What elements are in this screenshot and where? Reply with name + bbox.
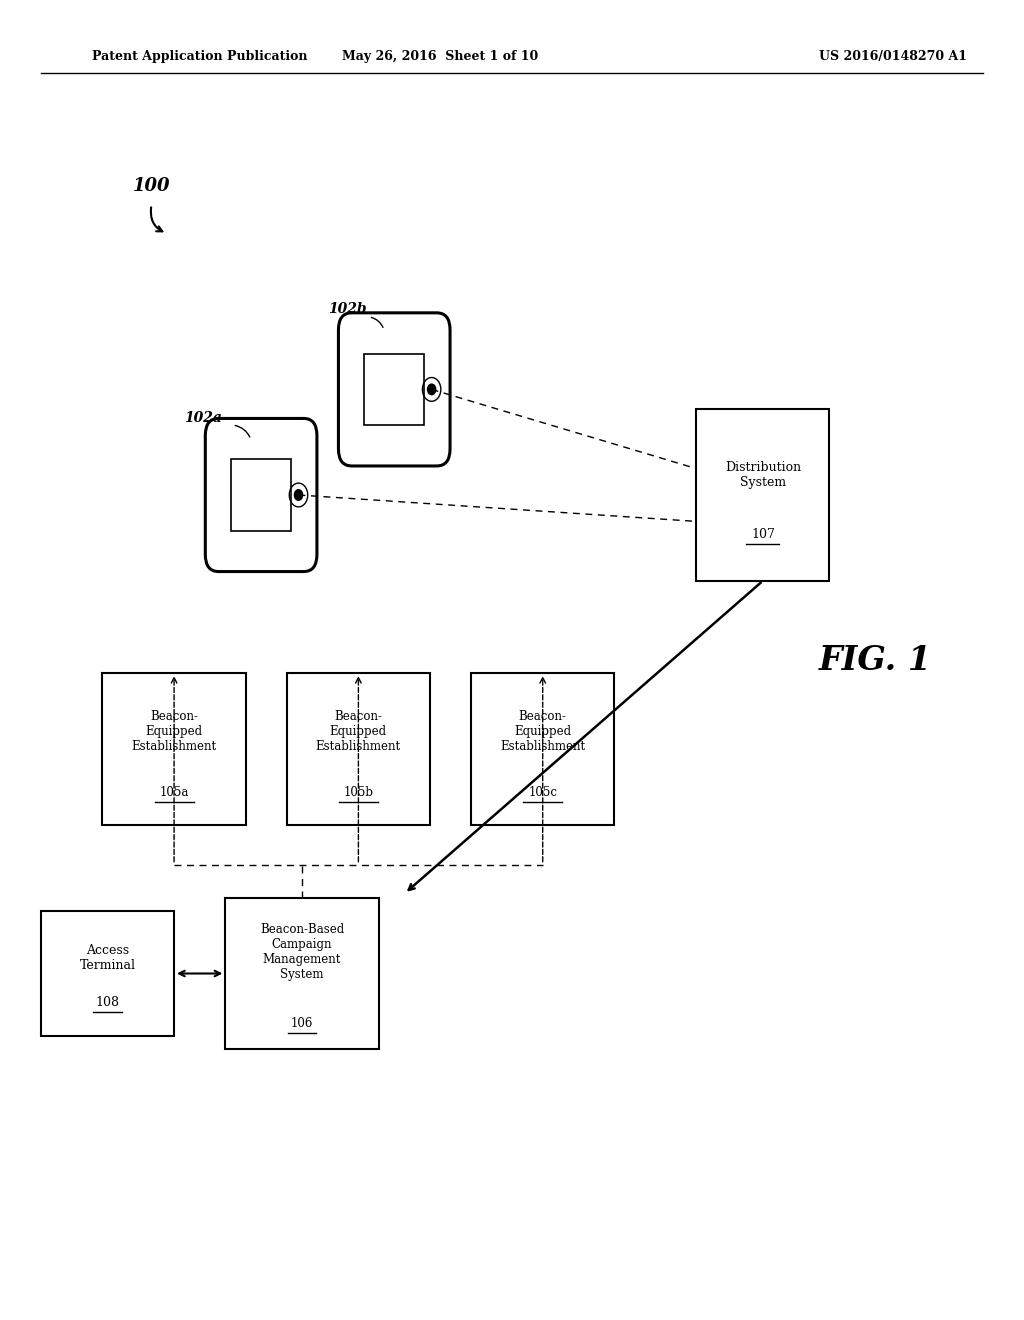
- Text: Beacon-Based
Campaign
Management
System: Beacon-Based Campaign Management System: [260, 924, 344, 981]
- Text: Beacon-
Equipped
Establishment: Beacon- Equipped Establishment: [500, 710, 586, 754]
- Text: FIG. 1: FIG. 1: [819, 644, 932, 676]
- FancyBboxPatch shape: [205, 418, 317, 572]
- Text: 102a: 102a: [184, 412, 222, 425]
- Text: Distribution
System: Distribution System: [725, 461, 801, 490]
- Circle shape: [295, 490, 303, 500]
- Circle shape: [428, 384, 436, 395]
- FancyBboxPatch shape: [102, 673, 246, 825]
- Text: 105c: 105c: [528, 787, 557, 799]
- FancyBboxPatch shape: [41, 911, 174, 1036]
- Text: Patent Application Publication: Patent Application Publication: [92, 50, 307, 63]
- Text: 108: 108: [95, 997, 120, 1008]
- FancyBboxPatch shape: [471, 673, 614, 825]
- FancyBboxPatch shape: [287, 673, 430, 825]
- FancyBboxPatch shape: [365, 354, 425, 425]
- Text: US 2016/0148270 A1: US 2016/0148270 A1: [819, 50, 968, 63]
- FancyBboxPatch shape: [231, 459, 292, 531]
- Text: Beacon-
Equipped
Establishment: Beacon- Equipped Establishment: [131, 710, 217, 754]
- Text: 105b: 105b: [343, 787, 374, 799]
- FancyBboxPatch shape: [225, 898, 379, 1049]
- Text: 105a: 105a: [160, 787, 188, 799]
- Text: Access
Terminal: Access Terminal: [80, 944, 135, 972]
- Text: 107: 107: [751, 528, 775, 541]
- FancyBboxPatch shape: [696, 409, 829, 581]
- Text: 100: 100: [133, 177, 171, 195]
- Text: Beacon-
Equipped
Establishment: Beacon- Equipped Establishment: [315, 710, 401, 754]
- Text: 102b: 102b: [328, 302, 367, 315]
- Text: 106: 106: [291, 1018, 313, 1030]
- FancyBboxPatch shape: [338, 313, 451, 466]
- Text: May 26, 2016  Sheet 1 of 10: May 26, 2016 Sheet 1 of 10: [342, 50, 539, 63]
